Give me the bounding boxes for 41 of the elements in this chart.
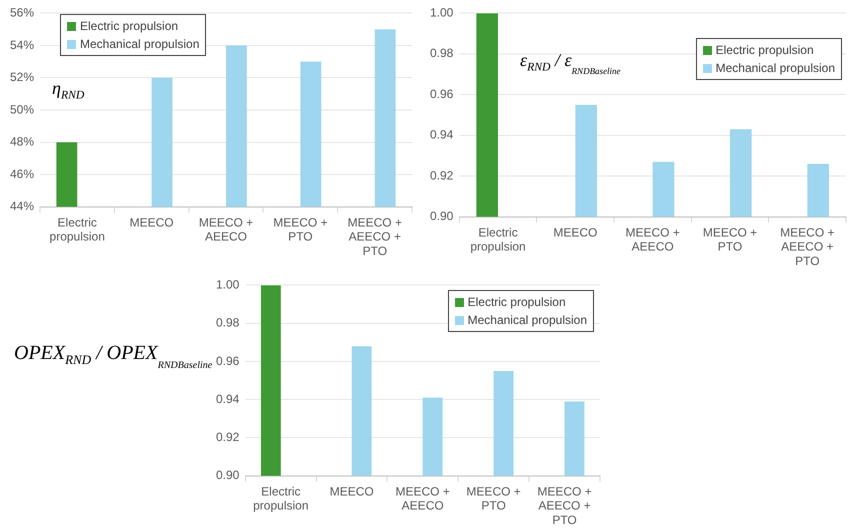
legend-label: Mechanical propulsion	[468, 312, 587, 329]
x-tick-label: MEECO + AEECO + PTO	[780, 225, 835, 268]
y-tick-label: 44%	[10, 199, 34, 214]
legend-label: Mechanical propulsion	[80, 36, 200, 53]
y-tick-label: 0.90	[216, 468, 240, 482]
x-tick-label: Electric propulsion	[470, 225, 526, 254]
legend-label: Electric propulsion	[468, 294, 566, 311]
y-tick-label: 0.90	[430, 209, 454, 224]
x-tick-label: MEECO	[130, 215, 174, 230]
x-tick-label: MEECO + PTO	[702, 225, 758, 254]
y-tick-label: 0.98	[216, 316, 240, 330]
y-tick-label: 56%	[10, 6, 34, 20]
x-tick-label: MEECO	[330, 484, 374, 498]
legend-label: Electric propulsion	[80, 18, 178, 35]
x-tick-label: Electric propulsion	[50, 215, 105, 244]
x-tick-label: Electric propulsion	[253, 484, 309, 513]
x-tick-label: MEECO + AEECO	[198, 215, 254, 244]
y-tick-label: 0.96	[430, 86, 454, 101]
y-tick-label: 48%	[10, 134, 34, 149]
y-tick-label: 1.00	[430, 6, 454, 20]
y-axis-title: η$_{RND}$	[52, 78, 84, 102]
x-tick-label: MEECO + AEECO + PTO	[537, 484, 592, 528]
x-tick-label: MEECO + PTO	[273, 215, 328, 244]
y-tick-label: 0.94	[216, 392, 240, 406]
y-tick-label: 0.94	[430, 128, 454, 142]
y-tick-label: 0.92	[216, 430, 240, 444]
y-tick-label: 54%	[10, 38, 34, 52]
x-tick-label: MEECO + AEECO + PTO	[348, 215, 402, 258]
x-tick-label: MEECO + PTO	[466, 484, 521, 513]
y-tick-label: 0.96	[216, 354, 240, 368]
legend-label: Electric propulsion	[716, 42, 814, 59]
y-tick-label: 52%	[10, 70, 34, 84]
y-tick-label: 0.98	[430, 46, 454, 60]
y-tick-label: 1.00	[216, 278, 240, 292]
x-tick-label: MEECO + AEECO	[626, 225, 680, 254]
y-tick-label: 46%	[10, 166, 34, 181]
y-tick-label: 50%	[10, 102, 34, 116]
legend-label: Mechanical propulsion	[716, 60, 835, 77]
x-tick-label: MEECO + AEECO	[396, 484, 450, 513]
x-tick-label: MEECO	[553, 225, 598, 240]
y-tick-label: 0.92	[430, 168, 454, 182]
